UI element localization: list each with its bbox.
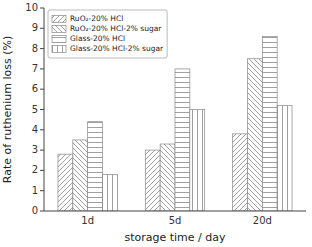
chart: 0 1 2 3 4 5 6 7 8 9 10 1d 5d 20d storage time / day Rat…: [0, 0, 312, 247]
legend-swatch: [52, 16, 66, 23]
legend: RuO₂-20% HClRuO₂-20% HCl-2% sugarGlass-2…: [48, 10, 167, 58]
legend-label: RuO₂-20% HCl: [70, 14, 123, 23]
y-tick: [40, 68, 44, 69]
bar: [247, 59, 262, 211]
y-tick-label: 3: [32, 144, 38, 155]
y-tick-label: 9: [32, 22, 38, 33]
x-axis: 1d 5d 20d: [44, 211, 306, 226]
y-tick: [40, 150, 44, 151]
bar: [73, 140, 88, 211]
legend-swatch: [52, 46, 66, 53]
y-tick: [40, 28, 44, 29]
bar: [175, 69, 190, 211]
x-axis-line: [44, 211, 306, 212]
y-tick-label: 1: [32, 185, 38, 196]
bar: [88, 122, 103, 211]
bar: [190, 110, 205, 212]
bar: [58, 154, 73, 211]
y-tick-label: 0: [32, 205, 38, 216]
y-tick: [40, 170, 44, 171]
legend-label: RuO₂-20% HCl-2% sugar: [70, 24, 162, 33]
y-tick-label: 2: [32, 164, 38, 175]
y-tick-label: 4: [32, 124, 38, 135]
y-tick: [40, 129, 44, 130]
legend-label: Glass-20% HCl-2% sugar: [70, 44, 164, 53]
legend-label: Glass-20% HCl: [70, 34, 125, 43]
y-tick: [40, 190, 44, 191]
y-tick: [40, 89, 44, 90]
x-tick-label: 5d: [169, 215, 182, 226]
y-axis-title: Rate of ruthenium loss (%): [1, 36, 14, 183]
y-tick: [40, 48, 44, 49]
y-tick: [40, 109, 44, 110]
legend-frame: [48, 10, 167, 58]
legend-swatch: [52, 36, 66, 43]
y-tick-label: 10: [25, 2, 38, 13]
x-axis-title: storage time / day: [124, 231, 226, 244]
bar: [277, 105, 292, 211]
bar: [145, 150, 160, 211]
y-tick: [40, 211, 44, 212]
bar: [262, 36, 277, 211]
y-tick-label: 5: [32, 104, 38, 115]
bars: [58, 36, 292, 211]
bar: [233, 134, 248, 211]
bar: [160, 144, 175, 211]
bar: [103, 174, 118, 211]
y-tick-label: 8: [32, 43, 38, 54]
y-tick: [40, 8, 44, 9]
y-tick-label: 7: [32, 63, 38, 74]
y-axis-line: [44, 8, 45, 211]
y-tick-label: 6: [32, 83, 38, 94]
x-tick-label: 20d: [253, 215, 272, 226]
y-axis: 0 1 2 3 4 5 6 7 8 9 10: [25, 2, 44, 216]
x-tick-label: 1d: [81, 215, 94, 226]
legend-swatch: [52, 26, 66, 33]
